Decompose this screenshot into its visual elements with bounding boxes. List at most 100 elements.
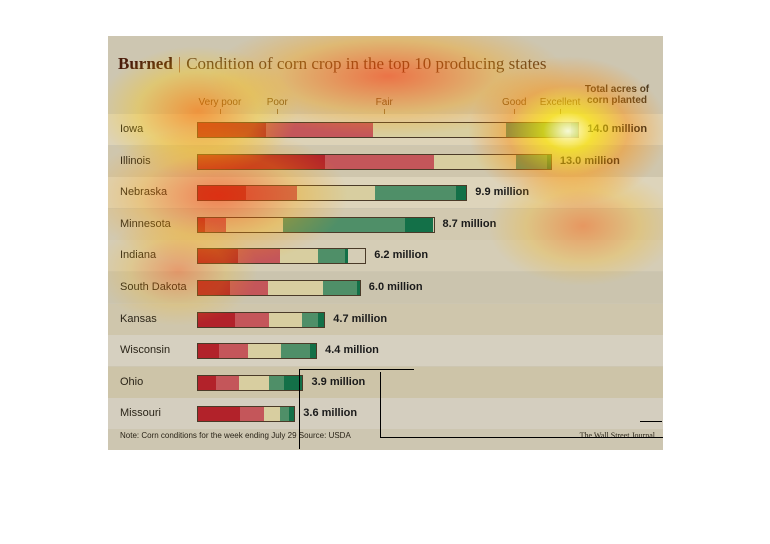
- row-band: [108, 366, 663, 398]
- bar-segment: [240, 407, 265, 422]
- scale-label: Fair: [375, 97, 393, 108]
- bar-segment: [356, 281, 360, 295]
- bar-segment: [198, 217, 206, 232]
- bar-segment: [234, 312, 269, 327]
- scale-label: Very poor: [198, 97, 242, 108]
- stacked-bar: [197, 185, 468, 202]
- acres-label: 14.0 million: [587, 123, 648, 135]
- bar-segment: [198, 407, 241, 422]
- acres-label: 9.9 million: [475, 186, 530, 199]
- footnote: Note: Corn conditions for the week endin…: [120, 431, 351, 440]
- title-bold: Burned: [118, 54, 173, 73]
- bar-segment: [279, 249, 319, 264]
- title-separator: |: [177, 54, 182, 73]
- stacked-bar: [197, 406, 296, 423]
- bar-segment: [198, 123, 267, 137]
- bar-segment: [226, 217, 283, 232]
- bar-segment: [570, 123, 579, 137]
- state-label: Ohio: [120, 375, 144, 388]
- acres-label: 4.4 million: [325, 344, 379, 357]
- scale-label: Good: [501, 97, 527, 108]
- annotation-line: [300, 369, 414, 370]
- bar-segment: [289, 407, 295, 422]
- row-band: [108, 335, 663, 367]
- state-label: Nebraska: [120, 186, 168, 199]
- bar-segment: [279, 407, 290, 422]
- title-subtitle: Condition of corn crop in the top 10 pro…: [186, 54, 547, 73]
- stacked-bar: [197, 374, 304, 391]
- bar-segment: [434, 154, 516, 169]
- bar-segment: [247, 344, 281, 359]
- acres-label: 4.7 million: [333, 312, 388, 325]
- bar-segment: [230, 281, 268, 295]
- credit: The Wall Street Journal: [579, 431, 655, 440]
- bar-segment: [301, 312, 318, 327]
- bar-segment: [283, 375, 303, 390]
- stacked-bar: [197, 343, 318, 360]
- acres-label: 13.0 million: [559, 154, 620, 167]
- bar-segment: [325, 154, 435, 169]
- bar-segment: [372, 123, 506, 137]
- bar-segment: [345, 249, 349, 264]
- stacked-bar: [197, 216, 435, 233]
- annotation-line: [380, 437, 663, 438]
- bar-segment: [297, 186, 376, 201]
- row-band: [108, 398, 663, 430]
- state-label: Wisconsin: [120, 344, 171, 357]
- bar-segment: [317, 312, 325, 327]
- bar-segment: [238, 249, 280, 264]
- bar-segment: [405, 217, 434, 232]
- bar-segment: [310, 344, 317, 359]
- annotation-line: [380, 372, 381, 438]
- bar-segment: [246, 186, 298, 201]
- acres-label: 6.0 million: [368, 281, 423, 293]
- stacked-bar: [197, 311, 326, 328]
- bar-segment: [268, 312, 302, 327]
- acres-label: 3.6 million: [303, 407, 358, 420]
- chart-title: Burned | Condition of corn crop in the top…: [118, 54, 546, 74]
- bar-segment: [505, 123, 571, 137]
- stacked-bar: [197, 153, 552, 170]
- acres-label: 3.9 million: [311, 375, 366, 388]
- annotation-line: [640, 421, 662, 422]
- bar-segment: [215, 375, 239, 390]
- bar-segment: [198, 186, 247, 201]
- state-label: Missouri: [120, 407, 161, 420]
- bar-segment: [238, 375, 269, 390]
- bar-segment: [267, 281, 323, 295]
- bar-segment: [282, 217, 406, 232]
- bar-segment: [198, 154, 326, 169]
- state-label: Kansas: [120, 312, 157, 325]
- bar-segment: [198, 344, 220, 359]
- scale-label: Poor: [266, 97, 288, 108]
- bar-segment: [322, 281, 357, 295]
- state-label: Illinois: [120, 154, 151, 167]
- bar-segment: [198, 249, 239, 264]
- state-label: South Dakota: [120, 281, 187, 293]
- acres-header: Total acres of corn planted: [584, 84, 650, 106]
- bar-segment: [547, 154, 551, 169]
- acres-label: 8.7 million: [442, 217, 497, 230]
- state-label: Indiana: [120, 249, 157, 262]
- bar-segment: [455, 186, 467, 201]
- bar-segment: [198, 312, 235, 327]
- bar-segment: [198, 281, 231, 295]
- bar-segment: [280, 344, 311, 359]
- annotation-line: [299, 369, 300, 449]
- bar-segment: [515, 154, 548, 169]
- bar-segment: [269, 375, 284, 390]
- state-label: Iowa: [120, 123, 144, 135]
- bar-segment: [264, 407, 280, 422]
- stacked-bar: [197, 122, 580, 138]
- chart-panel: Burned | Condition of corn crop in the top…: [108, 36, 663, 450]
- stacked-bar: [197, 248, 367, 265]
- bar-segment: [219, 344, 248, 359]
- bar-segment: [205, 217, 227, 232]
- bar-segment: [266, 123, 373, 137]
- bar-segment: [198, 375, 216, 390]
- state-label: Minnesota: [120, 217, 171, 230]
- stacked-bar: [197, 280, 361, 296]
- scale-label: Excellent: [539, 97, 581, 108]
- acres-label: 6.2 million: [374, 249, 429, 262]
- bar-segment: [318, 249, 346, 264]
